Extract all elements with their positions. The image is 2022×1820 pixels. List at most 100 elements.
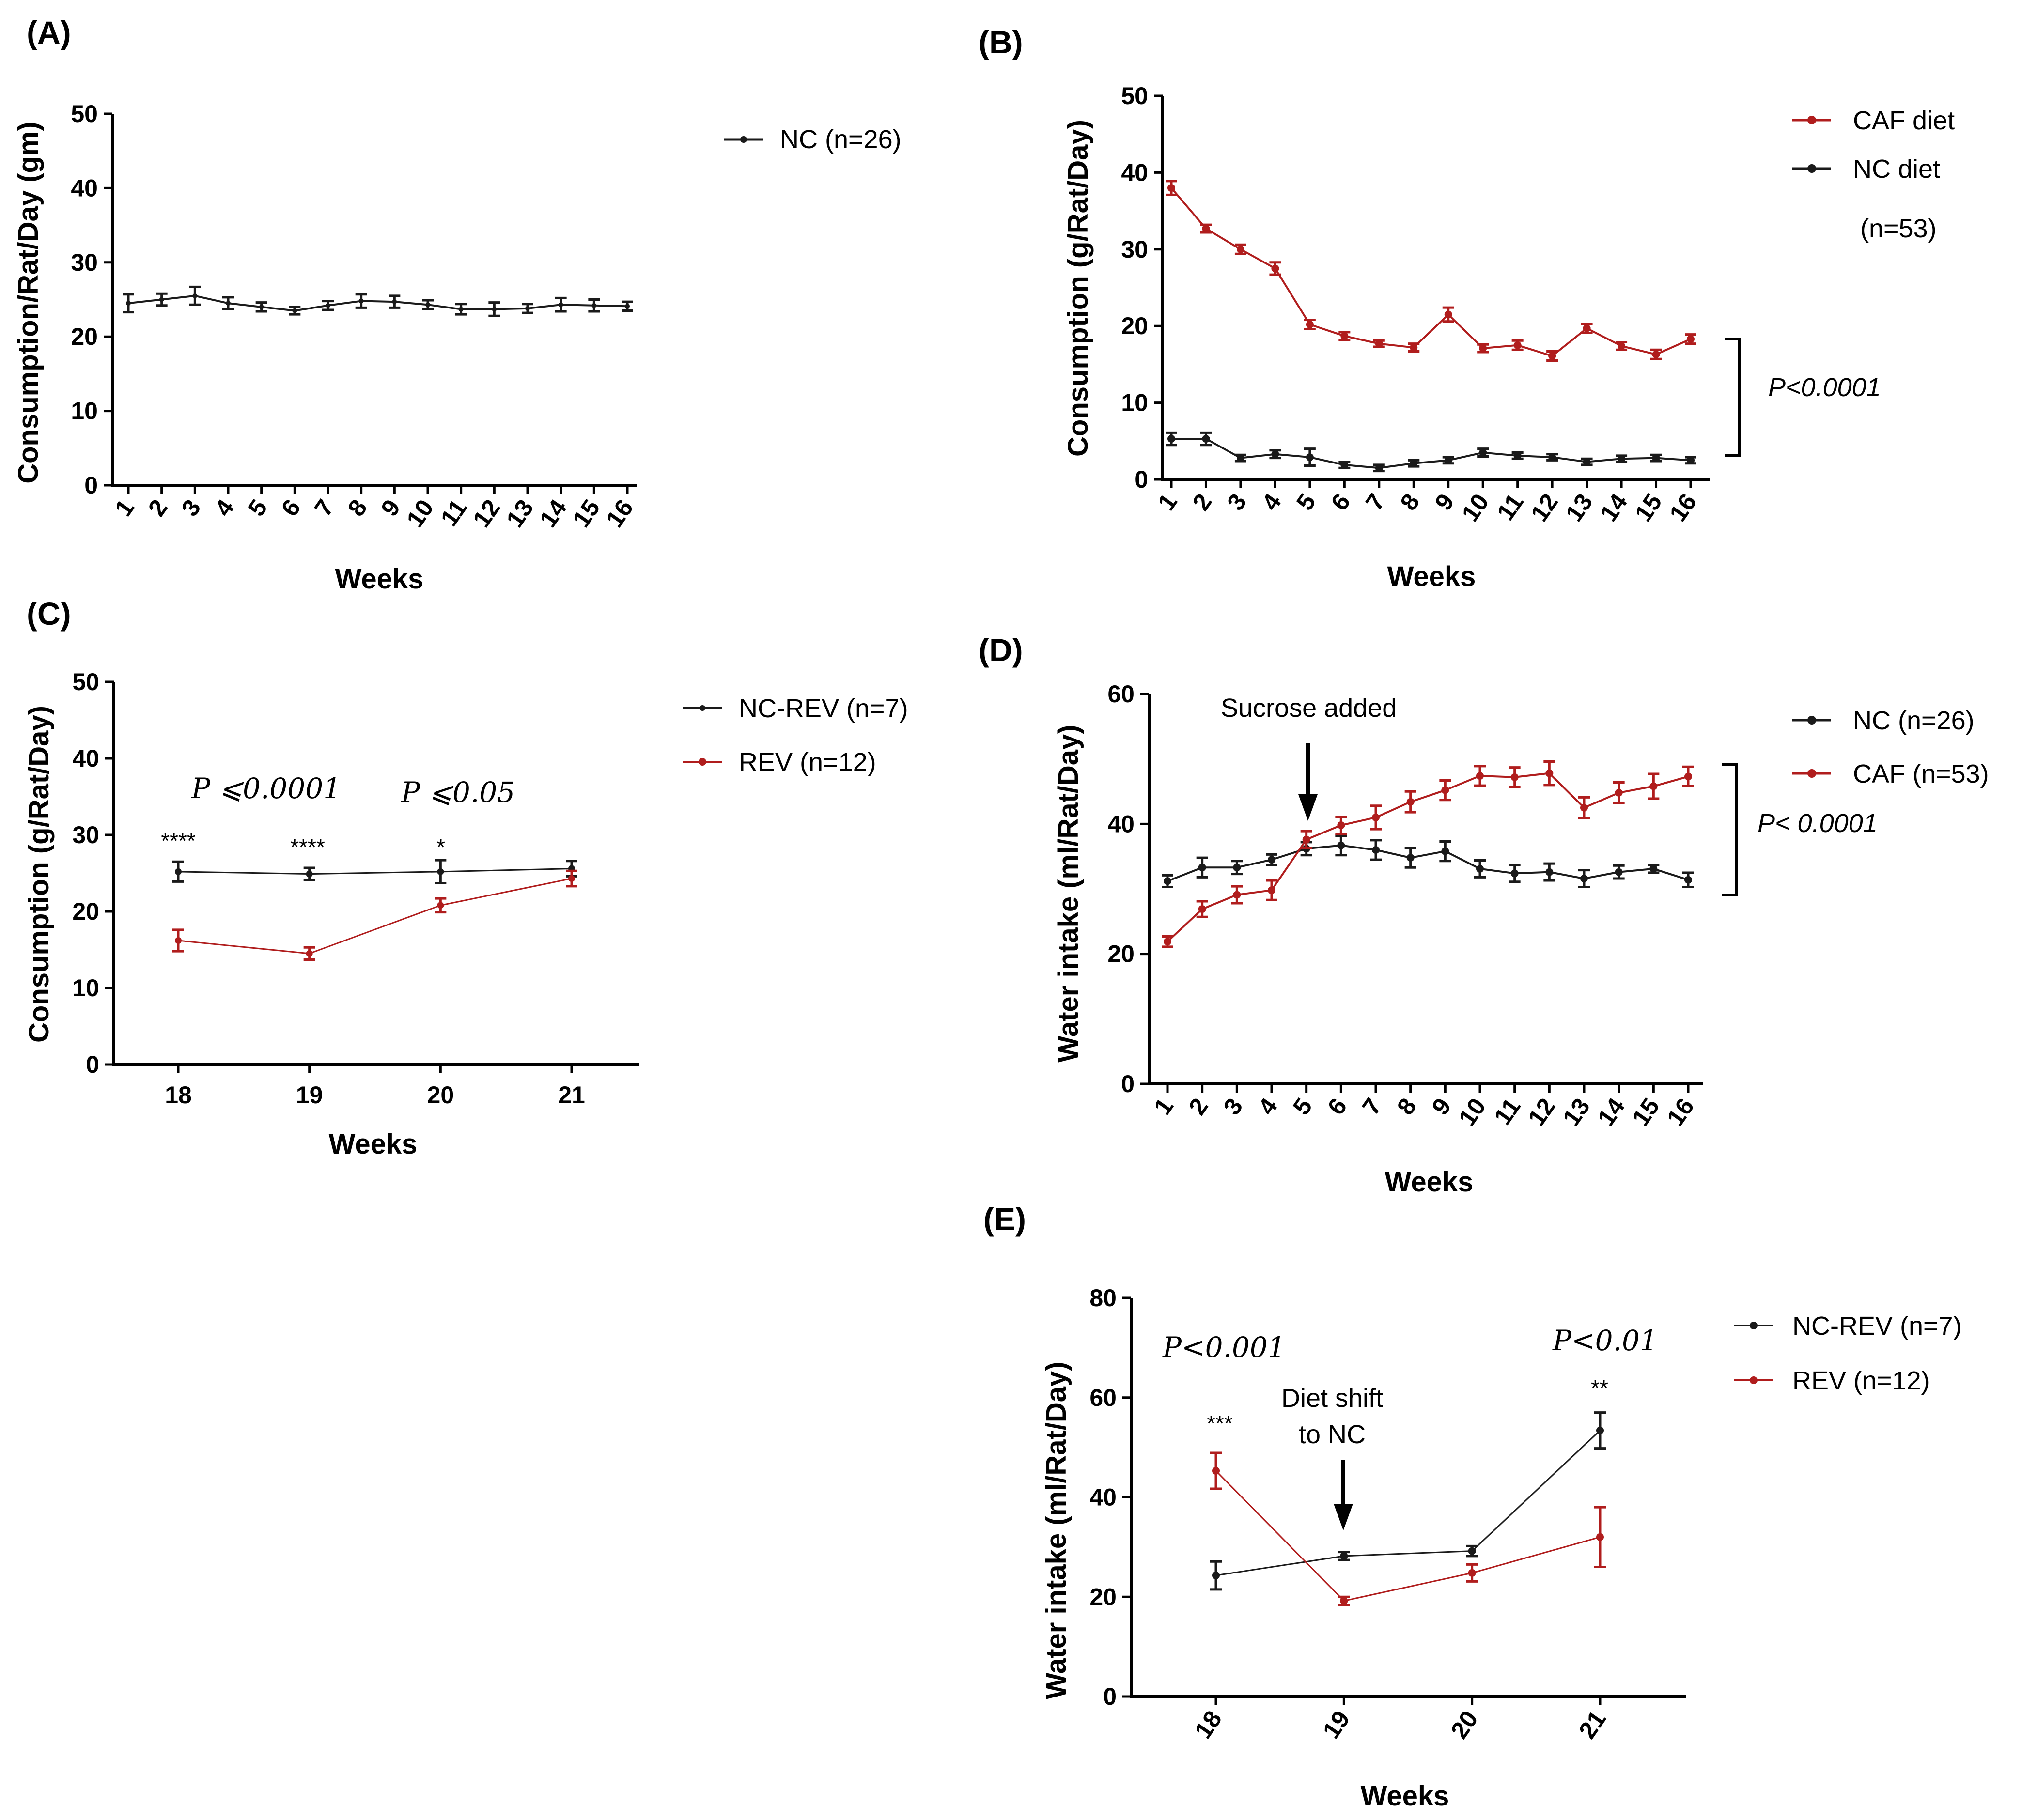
x-tick-label: 14 — [1592, 1093, 1630, 1131]
data-point — [1618, 342, 1626, 350]
data-point — [492, 307, 497, 312]
data-point — [1271, 264, 1279, 273]
y-tick-label: 10 — [1121, 389, 1148, 416]
x-tick-label: 8 — [1395, 489, 1425, 515]
data-point — [1510, 773, 1519, 781]
x-tick-label: 14 — [1595, 489, 1633, 526]
data-point — [1649, 782, 1658, 790]
x-tick-label: 7 — [1360, 489, 1390, 515]
panel-b-x-axis-title: Weeks — [1387, 561, 1476, 592]
p-value-label: P<0.01 — [1552, 1324, 1658, 1357]
y-tick-label: 0 — [84, 472, 98, 499]
x-tick-label: 13 — [1557, 1093, 1595, 1131]
y-tick-label: 40 — [72, 745, 99, 772]
legend-marker-dot — [1807, 769, 1816, 778]
x-tick-label: 1 — [1152, 489, 1182, 515]
y-tick-label: 30 — [72, 821, 99, 848]
data-point — [126, 301, 131, 306]
y-tick-label: 10 — [72, 974, 99, 1002]
data-point — [568, 875, 575, 882]
data-point — [1596, 1533, 1604, 1541]
data-point — [1687, 335, 1695, 343]
x-tick-label: 13 — [1560, 489, 1598, 526]
data-point — [1198, 864, 1206, 872]
panel-e-y-axis-title: Water intake (ml/Rat/Day) — [1041, 1361, 1072, 1699]
x-tick-label: 1 — [1149, 1093, 1179, 1120]
data-point — [1233, 864, 1241, 872]
legend-label-rev: REV (n=12) — [739, 748, 876, 777]
data-point — [625, 304, 630, 309]
y-tick-label: 50 — [1121, 82, 1148, 109]
x-tick-label: 4 — [209, 494, 239, 521]
p-value-label: P< 0.0001 — [1758, 809, 1878, 838]
data-point — [292, 308, 297, 313]
x-tick-label: 5 — [243, 494, 273, 521]
legend-label-nc: NC (n=26) — [780, 125, 902, 154]
x-tick-label: 10 — [401, 494, 439, 532]
legend-marker-dot — [1807, 716, 1816, 725]
x-tick-label: 18 — [165, 1081, 192, 1109]
x-tick-label: 16 — [1662, 1093, 1699, 1131]
x-tick-label: 16 — [1664, 489, 1702, 526]
panel-a-letter: (A) — [27, 15, 71, 50]
diet-shift-label: to NC — [1299, 1420, 1366, 1449]
x-tick-label: 9 — [376, 494, 406, 521]
x-tick-label: 15 — [1630, 489, 1667, 526]
significance-stars: *** — [1207, 1411, 1233, 1436]
panel-d-y-axis-title: Water intake (ml/Rat/Day) — [1053, 725, 1084, 1062]
x-tick-label: 3 — [176, 494, 206, 521]
panel-d-letter: (D) — [979, 632, 1023, 668]
x-tick-label: 2 — [1183, 1093, 1213, 1120]
data-point — [1167, 435, 1175, 443]
data-point — [1649, 864, 1658, 873]
legend-marker-dot — [700, 705, 705, 711]
panel-a-legend: NC (n=26) — [724, 125, 902, 154]
data-point — [437, 868, 444, 875]
panel-d-x-axis-title: Weeks — [1385, 1166, 1474, 1198]
data-point — [1479, 448, 1487, 457]
x-tick-label: 2 — [1187, 489, 1217, 515]
data-point — [1164, 877, 1171, 885]
legend-marker-dot — [1807, 164, 1816, 173]
data-point — [1406, 798, 1415, 806]
data-point — [1340, 1552, 1348, 1560]
data-point — [437, 902, 444, 909]
data-point — [1271, 450, 1279, 458]
series-line — [1167, 844, 1689, 882]
x-tick-label: 11 — [435, 494, 472, 531]
x-tick-label: 21 — [1573, 1706, 1611, 1743]
data-point — [1337, 821, 1345, 830]
data-point — [1340, 1597, 1348, 1605]
data-point — [1202, 435, 1210, 443]
y-tick-label: 20 — [1121, 312, 1148, 339]
data-point — [1652, 454, 1660, 462]
down-arrow-icon — [1298, 743, 1318, 821]
data-point — [1337, 841, 1345, 849]
data-point — [1479, 344, 1487, 353]
data-point — [1375, 339, 1383, 348]
y-tick-label: 80 — [1089, 1284, 1117, 1311]
data-point — [1441, 786, 1449, 794]
x-tick-label: 9 — [1430, 489, 1460, 515]
legend-label-nc-diet: NC diet — [1853, 154, 1940, 184]
data-point — [1444, 310, 1452, 319]
x-tick-label: 5 — [1291, 489, 1321, 515]
series-line — [1171, 438, 1691, 469]
data-point — [1198, 905, 1206, 913]
x-tick-label: 9 — [1427, 1093, 1457, 1120]
panel-c-y-axis-title: Consumption (g/Rat/Day) — [23, 706, 55, 1043]
x-tick-label: 10 — [1456, 489, 1494, 526]
data-point — [1468, 1547, 1476, 1555]
data-point — [1476, 864, 1484, 873]
data-point — [1652, 350, 1660, 358]
y-tick-label: 60 — [1089, 1384, 1117, 1411]
data-point — [1233, 891, 1241, 899]
x-tick-label: 3 — [1222, 489, 1252, 515]
p-value-label: P<0.0001 — [1768, 373, 1881, 402]
panel-a-y-axis-title: Consumption/Rat/Day (gm) — [13, 122, 44, 484]
data-point — [1548, 352, 1556, 360]
legend-label-nc: NC (n=26) — [1853, 706, 1975, 735]
data-point — [306, 870, 313, 878]
